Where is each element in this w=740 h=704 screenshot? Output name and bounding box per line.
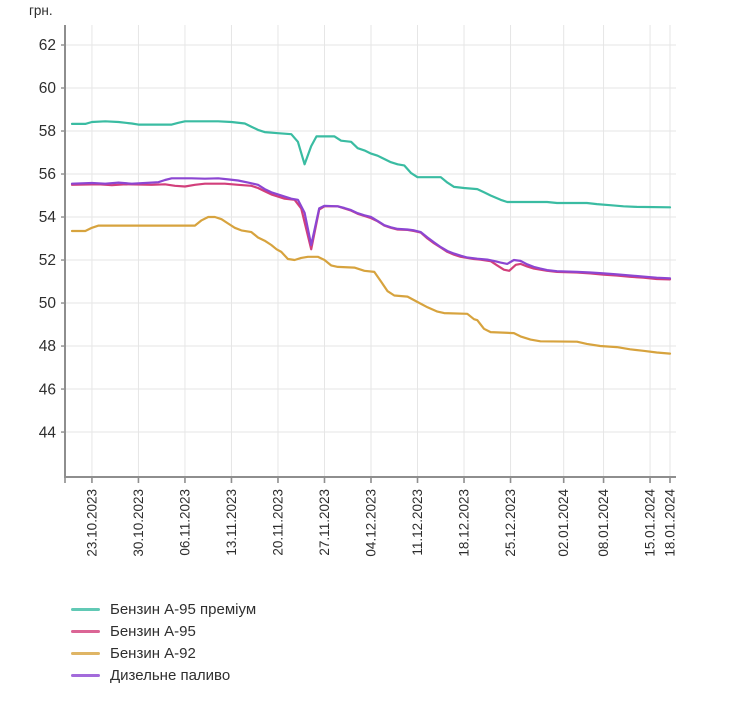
legend-swatch-dyzelne-palyvo [71,674,100,677]
y-tick-label: 48 [39,338,56,355]
y-tick-label: 62 [39,37,56,54]
legend-label: Бензин А-95 [110,623,196,640]
x-tick-label: 08.01.2024 [596,489,611,557]
legend-swatch-benzin-a92 [71,652,100,655]
x-tick-label: 11.12.2023 [410,489,425,556]
series-layer [70,120,672,355]
grid-layer [65,25,676,477]
legend-item-benzin-a95[interactable]: Бензин А-95 [71,623,256,640]
x-tick-label: 23.10.2023 [84,489,99,557]
x-tick-label: 04.12.2023 [364,489,379,557]
x-tick-label: 13.11.2023 [224,489,239,556]
y-axis-unit-label: грн. [29,3,53,18]
y-tick-label: 56 [39,166,56,183]
y-tick-label: 54 [39,209,57,226]
y-tick-label: 44 [39,424,57,441]
x-tick-label: 30.10.2023 [131,489,146,557]
legend-swatch-benzin-a95-premium [71,608,100,611]
axis-labels-layer: 62 60 58 56 54 52 50 48 46 44 23.10.2023 30.10.2023… [39,37,678,556]
series-line-2 [70,215,672,355]
x-tick-label: 20.11.2023 [270,489,285,556]
x-tick-label: 15.01.2024 [643,489,658,557]
legend-item-benzin-a95-premium[interactable]: Бензин А-95 преміум [71,601,256,618]
y-tick-label: 52 [39,252,56,269]
legend-item-dyzelne-palyvo[interactable]: Дизельне паливо [71,667,256,684]
y-tick-label: 46 [39,381,56,398]
x-tick-label: 06.11.2023 [177,489,192,556]
legend-item-benzin-a92[interactable]: Бензин А-92 [71,645,256,662]
x-tick-label: 18.01.2024 [663,489,678,557]
y-tick-label: 60 [39,80,57,97]
y-tick-label: 50 [39,295,57,312]
x-tick-label: 18.12.2023 [457,489,472,557]
y-tick-label: 58 [39,123,56,140]
x-tick-label: 02.01.2024 [556,489,571,557]
legend-label: Бензин А-95 преміум [110,601,257,618]
x-tick-label: 25.12.2023 [503,489,518,557]
series-line-0 [70,120,672,209]
series-line-3 [70,177,672,280]
axis-layer [61,25,676,483]
chart-legend: Бензин А-95 преміум Бензин А-95 Бензин А… [71,601,256,684]
legend-swatch-benzin-a95 [71,630,100,633]
x-tick-label: 27.11.2023 [317,489,332,556]
legend-label: Бензин А-92 [110,645,196,662]
legend-label: Дизельне паливо [110,667,231,684]
